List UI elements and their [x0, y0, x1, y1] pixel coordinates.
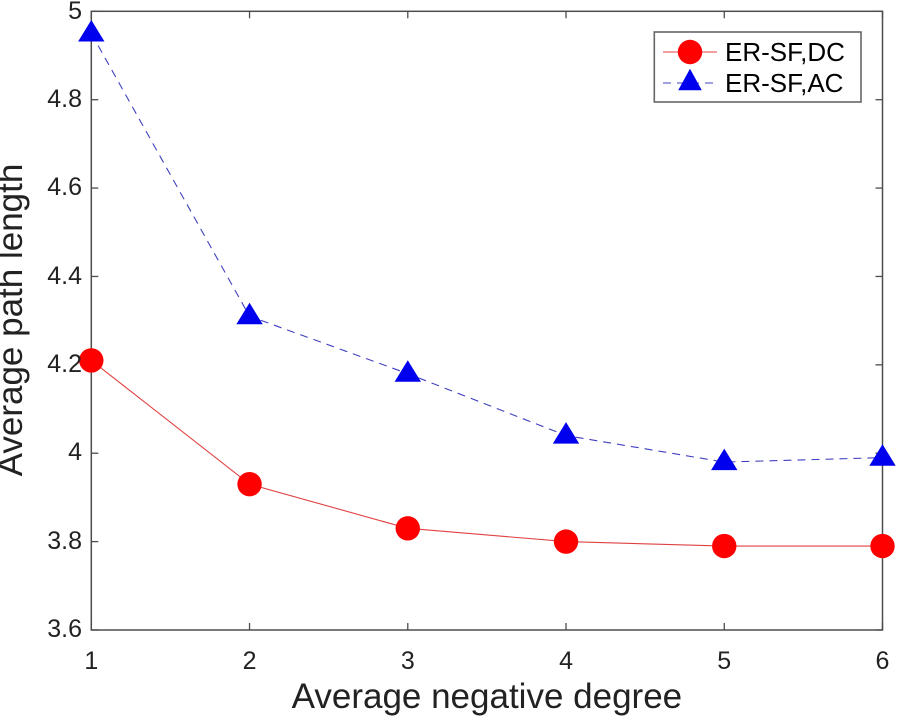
svg-text:3: 3 [401, 647, 415, 675]
svg-text:1: 1 [84, 647, 98, 675]
svg-text:3.8: 3.8 [47, 527, 82, 555]
svg-text:ER-SF,AC: ER-SF,AC [725, 68, 843, 98]
svg-text:4: 4 [559, 647, 573, 675]
svg-text:6: 6 [876, 647, 890, 675]
svg-text:4.2: 4.2 [47, 350, 82, 378]
svg-text:4.4: 4.4 [47, 262, 82, 290]
svg-text:4.6: 4.6 [47, 173, 82, 201]
svg-text:Average path length: Average path length [0, 164, 30, 477]
svg-text:4: 4 [68, 438, 82, 466]
svg-text:3.6: 3.6 [47, 615, 82, 643]
svg-text:4.8: 4.8 [47, 85, 82, 113]
svg-text:Average negative degree: Average negative degree [292, 677, 683, 716]
svg-text:2: 2 [243, 647, 257, 675]
svg-text:ER-SF,DC: ER-SF,DC [725, 37, 845, 67]
svg-text:5: 5 [717, 647, 731, 675]
svg-text:5: 5 [68, 0, 82, 25]
